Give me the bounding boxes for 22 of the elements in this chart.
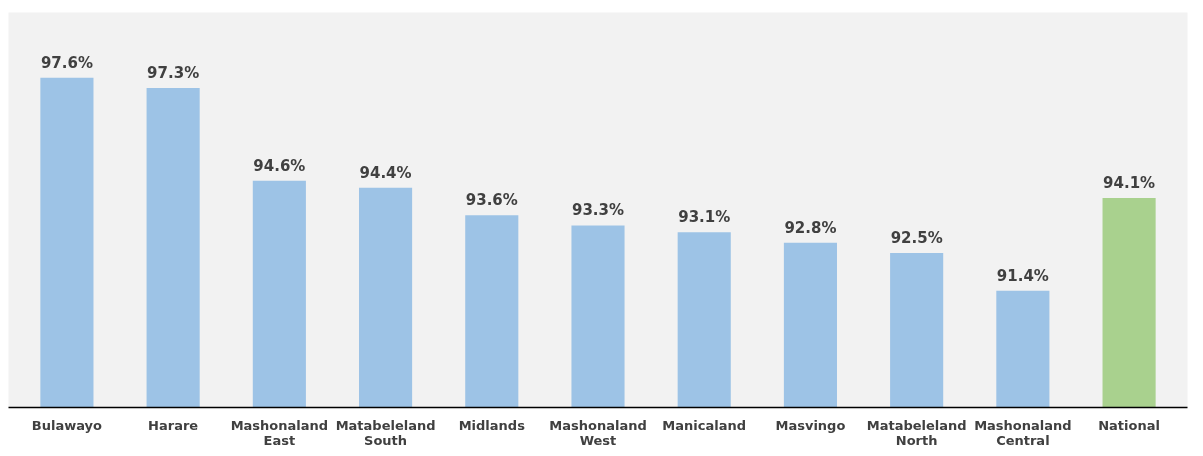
x-tick-label: Manicaland (662, 417, 747, 433)
data-label: 92.5% (890, 228, 943, 247)
x-tick-label: Mashonaland East (230, 417, 329, 448)
data-label: 94.1% (1103, 173, 1156, 192)
data-label: 93.1% (678, 208, 731, 227)
data-label: 91.4% (996, 266, 1049, 285)
x-tick-label: Matabeleland North (866, 417, 967, 448)
data-label: 97.3% (147, 64, 200, 83)
data-label: 92.8% (784, 218, 837, 237)
x-tick-label: Bulawayo (31, 417, 103, 433)
data-label: 93.3% (571, 201, 625, 220)
x-tick-label: Matabeleland South (335, 417, 436, 448)
data-label: 93.6% (465, 191, 518, 210)
x-tick-label: Harare (148, 417, 199, 433)
x-tick-label: Mashonaland Central (974, 417, 1072, 448)
x-tick-label: Mashonaland West (549, 417, 647, 448)
x-tick-label: National (1098, 417, 1160, 433)
x-tick-label: Masvingo (775, 417, 846, 433)
data-label: 94.6% (253, 156, 306, 175)
data-label: 94.4% (359, 163, 412, 182)
x-tick-label: Midlands (458, 417, 526, 433)
data-label: 97.6% (40, 53, 93, 72)
